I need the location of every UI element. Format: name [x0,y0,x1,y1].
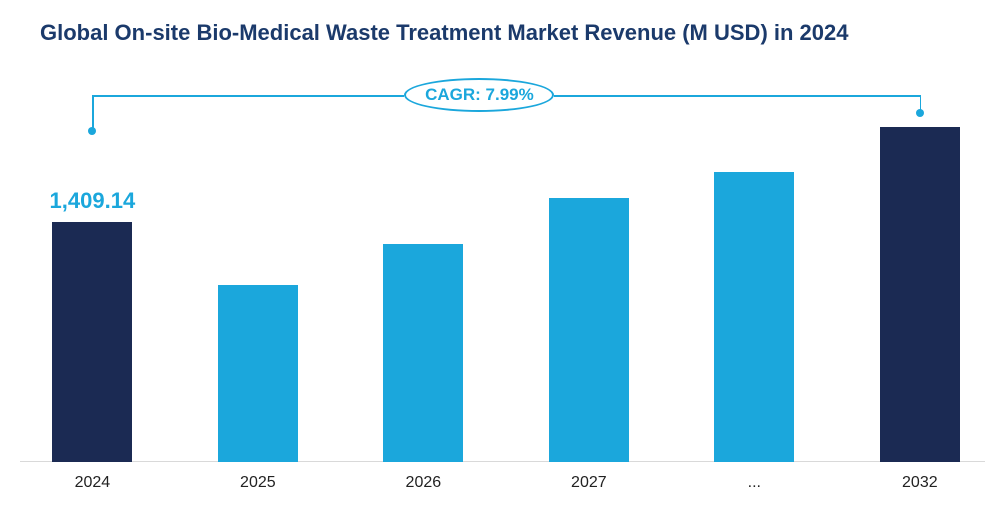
bar-2025 [218,285,298,462]
cagr-line-left [92,95,404,97]
x-label-2024: 2024 [75,474,111,492]
cagr-line-right [554,95,919,97]
x-label-2026: 2026 [406,474,442,492]
value-label-2024: 1,409.14 [50,188,136,214]
bar-2024 [52,222,132,462]
cagr-dot-left [88,127,96,135]
x-label-2032: 2032 [902,474,938,492]
x-label-2025: 2025 [240,474,276,492]
bar-2026 [383,244,463,462]
cagr-badge: CAGR: 7.99% [404,78,554,112]
chart-container: Global On-site Bio-Medical Waste Treatme… [0,0,1005,517]
cagr-dot-right [916,109,924,117]
x-axis-baseline [20,461,985,462]
bar-2027 [549,198,629,462]
plot-area: 2024202520262027...20321,409.14CAGR: 7.9… [40,90,975,462]
x-label-...: ... [748,474,761,492]
bar-2032 [880,127,960,462]
bar-... [714,172,794,462]
x-label-2027: 2027 [571,474,607,492]
cagr-drop-left [92,95,94,131]
chart-title: Global On-site Bio-Medical Waste Treatme… [30,20,975,46]
